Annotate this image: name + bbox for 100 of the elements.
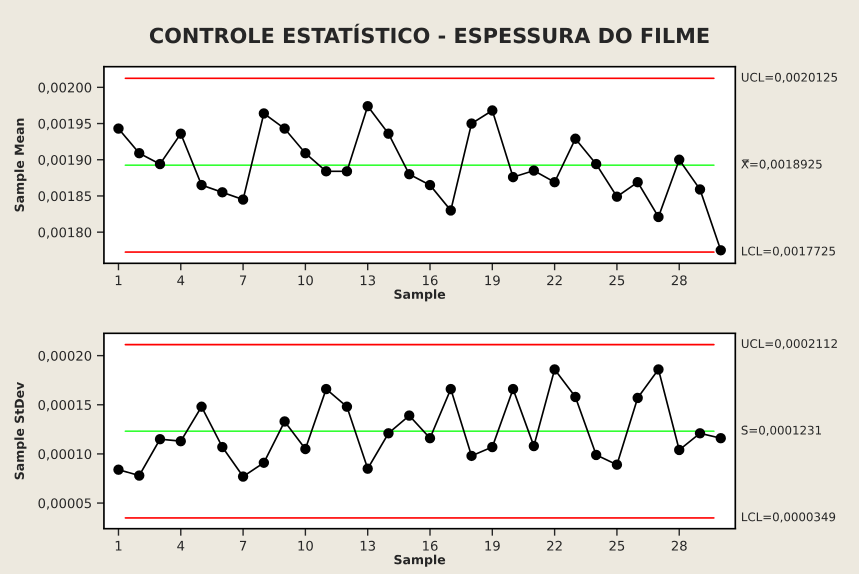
ref-line-label: LCL=0,0017725 [742,246,835,257]
point [632,177,643,188]
point [134,470,144,481]
x-tick-label: 25 [609,275,624,286]
x-tick-label: 10 [298,540,313,551]
point [404,410,414,421]
point [570,134,581,144]
x-tick-label: 13 [360,275,376,286]
x-tick-label: 4 [177,540,184,551]
x-axis-title: Sample [394,554,446,567]
point [154,158,166,170]
x-tick-label: 16 [423,540,438,551]
point [279,123,290,134]
x-tick-label: 4 [177,276,184,286]
point [362,463,373,474]
point [362,100,373,112]
y-axis-title: Sample StDev [14,382,26,480]
x-tick-label: 19 [485,540,500,551]
point [342,402,352,412]
x-tick-label: 22 [547,540,562,551]
point [674,154,684,165]
point [466,118,477,129]
point [320,384,332,394]
point [446,384,456,394]
point [154,434,166,444]
point [238,194,248,205]
point [487,105,498,116]
y-axis-title: Sample Mean [14,118,26,212]
point [134,148,144,158]
point [590,450,602,460]
point [549,177,560,188]
point [176,128,186,139]
point [674,444,684,456]
x-tick-label: 16 [423,275,438,286]
point [716,432,726,444]
point [694,184,706,195]
point [570,392,581,402]
point [300,444,311,454]
point [508,384,518,394]
point [300,148,311,158]
x-tick-label: 19 [485,275,500,286]
x-tick-label: 22 [547,275,562,286]
y-tick-label: 0,00020 [38,350,92,362]
point [196,402,207,412]
point [383,428,394,438]
point [487,442,498,452]
y-tick-label: 0,00015 [38,400,91,412]
y-tick-label: 0,00005 [38,498,91,510]
point [320,166,332,177]
point [528,440,540,452]
x-tick-label: 10 [298,275,313,286]
y-tick-label: 0,00200 [38,82,92,94]
point [113,464,124,475]
point [217,442,228,452]
point [716,245,726,256]
x-tick-label: 7 [240,540,246,551]
point [590,158,602,170]
point [258,458,270,468]
point [528,165,540,176]
x-tick-label: 28 [672,275,687,286]
point [424,180,436,190]
point [694,428,706,438]
point [113,123,124,134]
point [424,432,436,444]
point [342,166,352,177]
ref-line-label: S̄=0,0001231 [742,426,821,436]
x-tick-label: 28 [672,540,687,551]
y-tick-label: 0,00180 [38,227,92,239]
x-tick-label: 25 [609,540,624,551]
x-tick-label: 1 [116,540,122,551]
point [508,172,518,182]
point [446,205,456,216]
point [549,364,560,375]
point [383,128,394,139]
y-tick-label: 0,00195 [38,118,91,130]
y-tick-label: 0,00185 [38,191,91,202]
point [612,191,622,202]
point [258,108,270,119]
ref-line-label: UCL=0,0002112 [742,339,837,350]
x-axis-title: Sample [394,289,446,302]
point [238,471,248,482]
ref-line-label: UCL=0,0020125 [742,72,838,83]
point [404,169,414,180]
point [612,460,622,470]
y-tick-label: 0,00190 [38,154,92,166]
y-tick-label: 0,00010 [38,449,92,460]
point [217,187,228,198]
ref-line-label: X̿=0,0018925 [741,160,822,170]
point [196,180,207,190]
x-tick-label: 7 [240,276,246,286]
point [632,392,643,404]
x-tick-label: 1 [116,276,122,286]
point [466,450,477,462]
point [279,416,290,427]
point [653,212,664,222]
point [653,364,664,375]
x-tick-label: 13 [360,540,376,551]
point [176,436,186,446]
ref-line-label: LCL=0,0000349 [742,512,836,523]
chart-title: CONTROLE ESTATÍSTICO - ESPESSURA DO FILME [150,24,709,44]
